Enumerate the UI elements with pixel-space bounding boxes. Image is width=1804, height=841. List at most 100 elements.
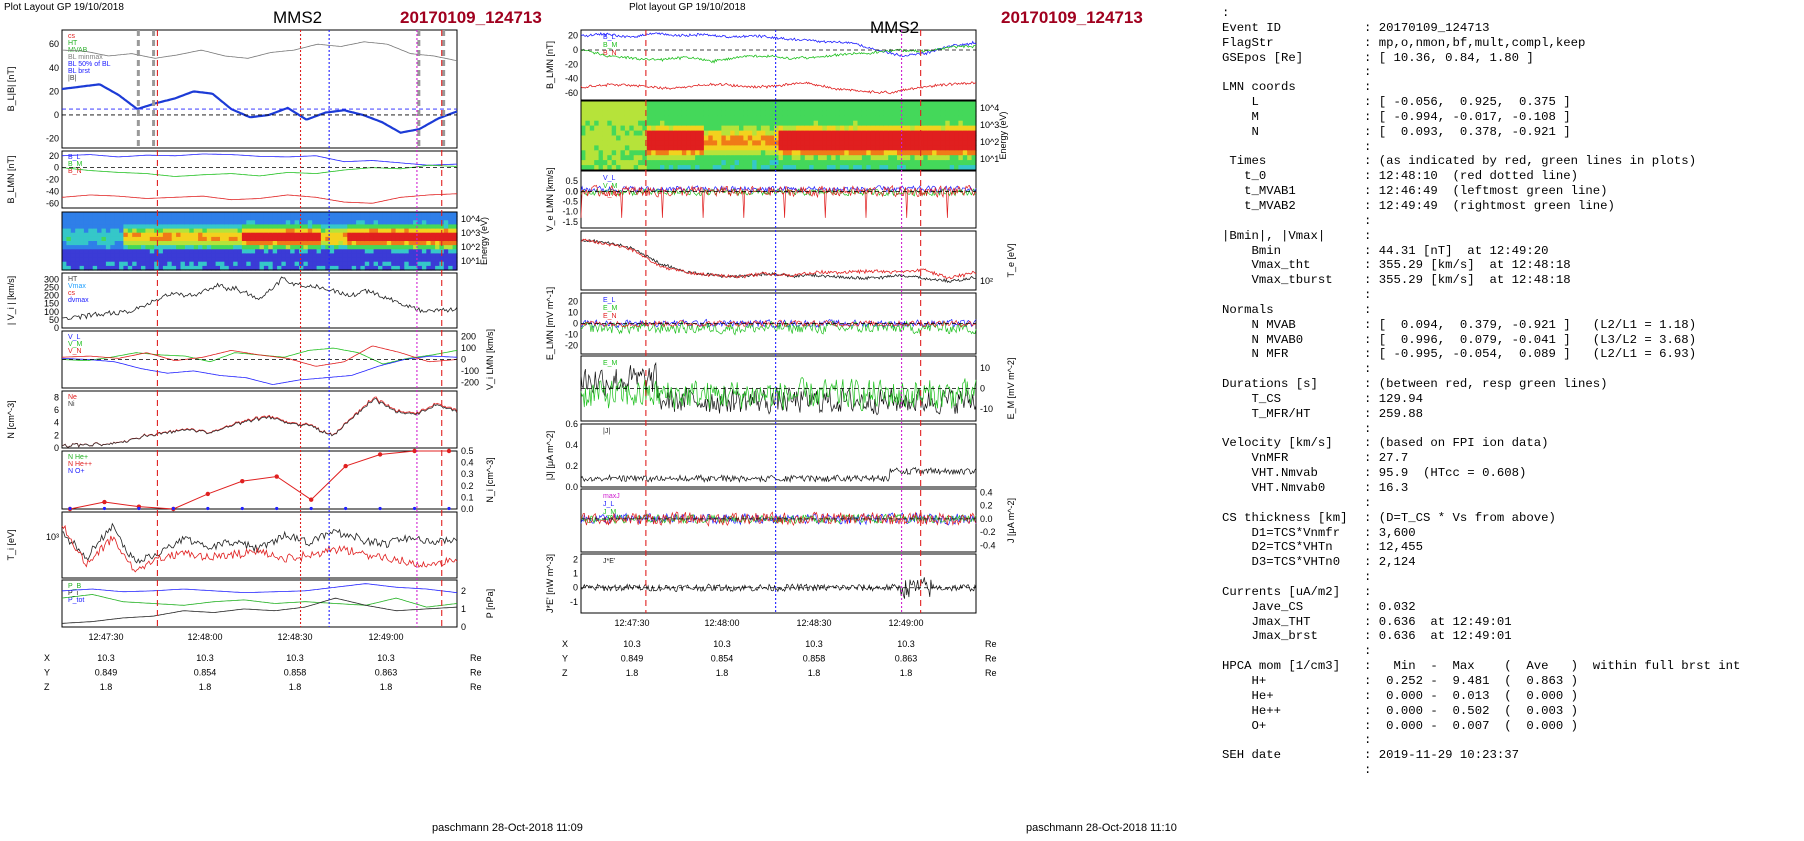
heatmap-cell	[180, 216, 186, 221]
heatmap-cell	[211, 236, 217, 242]
heatmap-cell	[949, 130, 955, 137]
heatmap-cell	[910, 110, 916, 117]
heatmap-cell	[114, 253, 120, 259]
heatmap-cell	[743, 165, 749, 171]
heatmap-cell	[105, 228, 111, 234]
y-tick-label: 250	[44, 283, 59, 293]
heatmap-cell	[927, 145, 933, 151]
heatmap-cell	[141, 253, 146, 259]
heatmap-cell	[598, 150, 604, 156]
heatmap-cell	[949, 110, 955, 117]
heatmap-cell	[312, 224, 318, 230]
heatmap-cell	[892, 120, 898, 127]
heatmap-cell	[686, 145, 692, 151]
heatmap-cell	[949, 115, 955, 122]
info-key: Jmax_THT	[1222, 614, 1311, 629]
heatmap-cell	[839, 110, 845, 117]
heatmap-cell	[831, 155, 837, 161]
heatmap-cell	[646, 101, 652, 107]
heatmap-cell	[351, 249, 357, 254]
heatmap-cell	[162, 220, 168, 225]
heatmap-cell	[141, 249, 146, 254]
heatmap-cell	[290, 265, 296, 271]
heatmap-cell	[642, 140, 648, 146]
heatmap-cell	[241, 257, 247, 263]
heatmap-cell	[660, 130, 665, 137]
y-tick-label: 100	[461, 343, 476, 353]
heatmap-cell	[690, 160, 696, 166]
y-tick-label: 0	[573, 583, 578, 593]
info-value: : 12,455	[1364, 540, 1424, 555]
series-line-BN	[580, 81, 977, 95]
heatmap-cell	[224, 245, 230, 250]
heatmap-cell	[967, 160, 973, 166]
heatmap-cell	[739, 155, 744, 161]
heatmap-cell	[835, 150, 841, 156]
heatmap-cell	[443, 224, 449, 230]
heatmap-cell	[879, 155, 885, 161]
heatmap-cell	[369, 257, 375, 263]
heatmap-cell	[237, 224, 243, 230]
position-row-label: X	[562, 639, 568, 649]
info-key: t_0	[1222, 169, 1267, 184]
heatmap-cell	[607, 115, 613, 122]
heatmap-cell	[386, 236, 392, 242]
heatmap-cell	[594, 101, 600, 107]
heatmap-cell	[585, 160, 591, 166]
info-key: LMN coords	[1222, 80, 1296, 95]
heatmap-cell	[399, 257, 405, 263]
heatmap-cell	[294, 212, 300, 217]
heatmap-cell	[756, 155, 762, 161]
heatmap-cell	[686, 155, 692, 161]
heatmap-cell	[263, 212, 269, 217]
legend-entry: E_M	[603, 305, 618, 312]
heatmap-cell	[329, 228, 335, 234]
heatmap-cell	[905, 140, 911, 146]
y-tick-label: 10^3	[461, 228, 480, 238]
heatmap-cell	[329, 265, 335, 271]
data-point-N-O+	[447, 506, 451, 511]
right-y-axis-label: |J| [μA m^-2]	[545, 431, 555, 481]
info-key: N MFR	[1222, 347, 1289, 362]
heatmap-cell	[338, 265, 344, 271]
heatmap-cell	[110, 265, 116, 271]
series-line-Ti-par	[61, 524, 458, 573]
heatmap-cell	[686, 115, 692, 122]
heatmap-cell	[193, 232, 199, 238]
heatmap-cell	[413, 241, 419, 246]
heatmap-cell	[246, 261, 252, 267]
heatmap-cell	[334, 224, 340, 230]
x-tick-label: 12:48:00	[187, 632, 222, 642]
heatmap-cell	[607, 101, 613, 107]
heatmap-cell	[92, 249, 98, 254]
heatmap-cell	[782, 115, 788, 122]
heatmap-cell	[936, 110, 942, 117]
heatmap-cell	[421, 245, 427, 250]
heatmap-cell	[910, 165, 916, 171]
heatmap-cell	[312, 220, 318, 225]
heatmap-cell	[708, 125, 714, 132]
heatmap-cell	[443, 228, 449, 234]
heatmap-cell	[263, 232, 269, 238]
heatmap-cell	[320, 245, 326, 250]
heatmap-cell	[285, 220, 291, 225]
heatmap-cell	[971, 160, 977, 166]
heatmap-cell	[585, 120, 591, 127]
heatmap-cell	[285, 257, 291, 263]
heatmap-cell	[638, 110, 644, 117]
heatmap-cell	[620, 150, 626, 156]
heatmap-cell	[646, 140, 652, 146]
heatmap-cell	[774, 140, 780, 146]
heatmap-cell	[342, 224, 348, 230]
heatmap-cell	[211, 212, 217, 217]
heatmap-cell	[220, 224, 225, 230]
heatmap-cell	[136, 236, 142, 242]
series-line-EM	[580, 320, 977, 336]
heatmap-cell	[97, 249, 103, 254]
heatmap-cell	[620, 140, 626, 146]
heatmap-cell	[945, 165, 951, 171]
heatmap-cell	[378, 245, 383, 250]
heatmap-cell	[110, 220, 116, 225]
heatmap-cell	[883, 165, 889, 171]
heatmap-cell	[299, 216, 304, 221]
